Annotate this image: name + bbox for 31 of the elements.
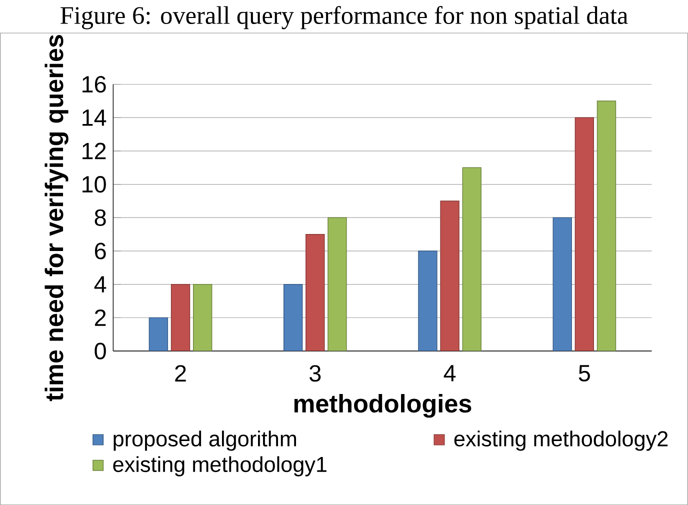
bar xyxy=(306,234,325,351)
y-tick-label: 14 xyxy=(82,109,106,126)
bar xyxy=(440,200,460,351)
y-tick-label: 0 xyxy=(94,342,106,360)
x-tick-label: 2 xyxy=(175,364,186,382)
y-tick-label: 16 xyxy=(82,76,106,92)
x-tick-label: 3 xyxy=(310,364,321,382)
y-tick-label: 12 xyxy=(82,142,106,160)
x-tick-label: 4 xyxy=(444,364,456,382)
legend-label: existing methodology2 xyxy=(454,430,668,451)
bar xyxy=(328,217,347,351)
bar xyxy=(418,250,438,351)
bar xyxy=(596,100,616,351)
bar xyxy=(148,317,168,351)
bar xyxy=(283,284,303,351)
bar xyxy=(462,167,482,351)
x-axis-title: methodologies xyxy=(294,394,472,418)
x-tick-label: 5 xyxy=(578,364,590,382)
y-tick-label: 8 xyxy=(94,209,106,226)
y-tick-label: 4 xyxy=(94,276,106,292)
legend-label: existing methodology1 xyxy=(113,456,326,476)
y-axis-title: time need for verifying queries xyxy=(44,34,68,401)
bar xyxy=(170,284,190,351)
y-tick-label: 10 xyxy=(82,176,106,192)
legend-label: proposed algorithm xyxy=(114,430,296,451)
bar xyxy=(552,217,572,351)
chart-title: Figure 6: overall query performance for non spatial data xyxy=(60,6,628,30)
bar xyxy=(192,284,212,351)
y-tick-label: 2 xyxy=(94,309,106,326)
bar xyxy=(574,117,594,351)
y-tick-label: 6 xyxy=(94,242,106,260)
